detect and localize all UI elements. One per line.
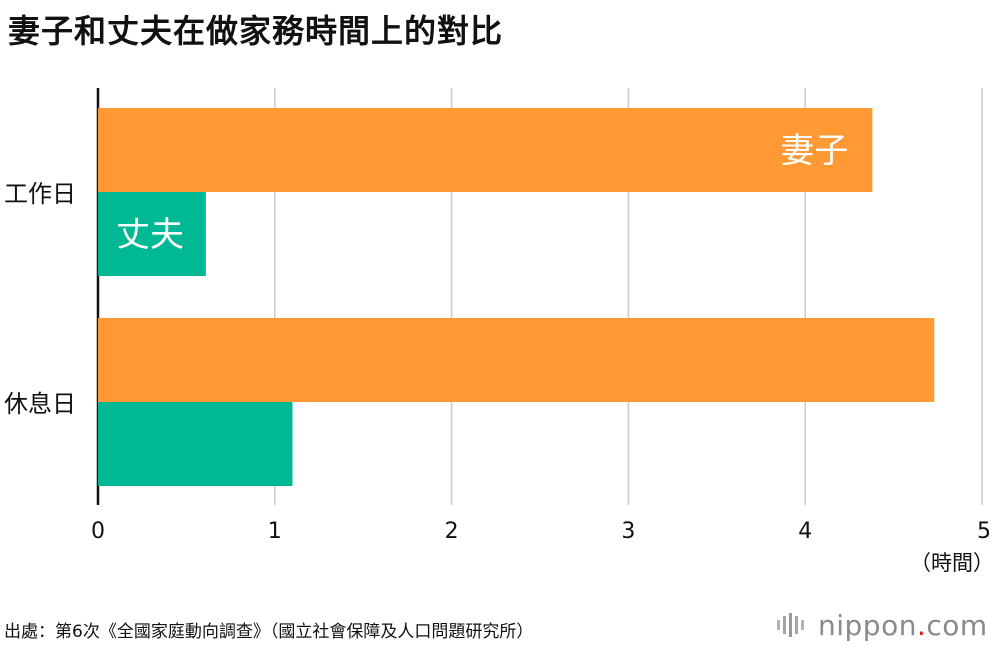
category-label: 工作日: [4, 180, 76, 208]
category-label: 休息日: [4, 390, 76, 418]
chart-title: 妻子和丈夫在做家務時間上的對比: [8, 12, 504, 50]
series-label-wife: 妻子: [780, 131, 848, 171]
nippon-logo: nippon.com: [776, 608, 988, 642]
x-tick-label: 5: [977, 519, 991, 544]
bars: [98, 108, 935, 486]
bar-0-0: [98, 108, 873, 192]
logo-dot: .: [916, 608, 927, 642]
logo-tld: com: [926, 608, 988, 642]
nippon-logo-mark-icon: [777, 613, 804, 637]
x-unit-label: （時間）: [910, 551, 994, 575]
x-tick-label: 4: [798, 519, 812, 544]
x-tick-label: 1: [268, 519, 282, 544]
logo-text: nippon.com: [818, 609, 988, 642]
source-note: 出處：第6次《全國家庭動向調查》（國立社會保障及人口問題研究所）: [4, 622, 534, 642]
x-tick-label: 0: [91, 519, 105, 544]
bar-1-1: [98, 402, 293, 486]
bar-1-0: [98, 318, 935, 402]
series-label-husband: 丈夫: [116, 215, 184, 255]
bar-0-1: [98, 192, 206, 276]
logo-name: nippon: [818, 608, 917, 642]
x-tick-label: 2: [445, 519, 459, 544]
x-tick-label: 3: [621, 519, 635, 544]
